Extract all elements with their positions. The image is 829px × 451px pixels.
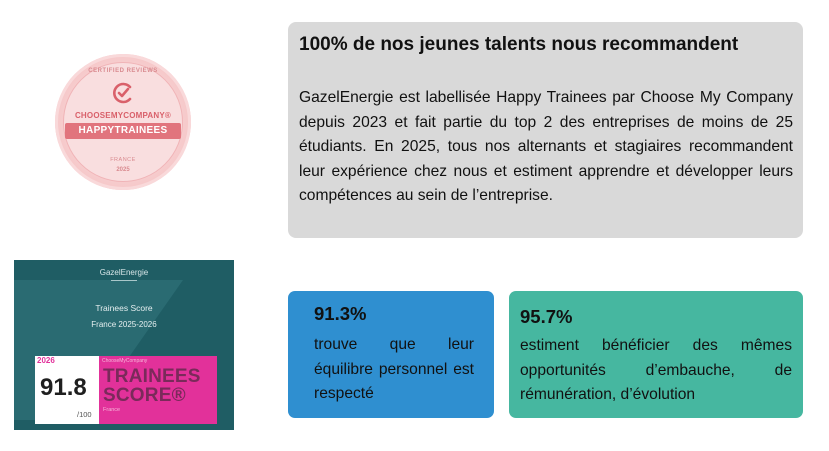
- score-brand-line1: TRAINEES: [103, 366, 201, 387]
- intro-title: 100% de nos jeunes talents nous recomman…: [299, 34, 739, 55]
- stat-value: 95.7%: [520, 306, 573, 327]
- intro-box: 100% de nos jeunes talents nous recomman…: [288, 22, 803, 238]
- score-year: 2026: [37, 356, 55, 365]
- trainees-score-card: GazelEnergie Trainees Score France 2025-…: [14, 260, 234, 430]
- badge-label: HAPPYTRAINEES: [65, 123, 181, 139]
- score-brand-panel: ChooseMyCompany TRAINEES SCORE® France: [99, 356, 217, 424]
- score-country: France: [103, 407, 121, 413]
- score-brand-line2: SCORE®: [103, 385, 186, 406]
- score-card-label: Trainees Score: [95, 303, 153, 313]
- intro-text: GazelEnergie est labellisée Happy Traine…: [299, 89, 793, 205]
- badge-brand: CHOOSEMYCOMPANY®: [74, 111, 172, 120]
- badge-arc-text: CERTIFIED REVIEWS: [88, 68, 158, 74]
- stat-value: 91.3%: [314, 303, 367, 324]
- badge-year: 2025: [116, 167, 130, 173]
- stat-box-opportunities: 95.7% estiment bénéficier des mêmes oppo…: [509, 291, 803, 418]
- checkmark-c-icon: [113, 82, 132, 104]
- badge-country: FRANCE: [110, 157, 136, 163]
- stat-text: trouve que leur équilibre personnel est …: [314, 336, 474, 402]
- badge-inner-circle: [63, 62, 183, 182]
- score-card-period: France 2025-2026: [91, 320, 157, 329]
- score-max: /100: [77, 410, 92, 419]
- company-underline: [111, 280, 137, 281]
- stat-box-balance: 91.3% trouve que leur équilibre personne…: [288, 291, 494, 418]
- score-card-company: GazelEnergie: [99, 268, 149, 277]
- happy-trainees-badge: CERTIFIED REVIEWS CHOOSEMYCOMPANY® HAPPY…: [55, 54, 191, 190]
- score-kicker: ChooseMyCompany: [102, 358, 148, 364]
- score-panel: 2026 91.8 /100 ChooseMyCompany TRAINEES …: [35, 356, 231, 424]
- score-value-panel: 2026 91.8 /100: [35, 356, 99, 424]
- score-value: 91.8: [40, 374, 87, 401]
- stat-text: estiment bénéficier des mêmes opportunit…: [520, 337, 792, 403]
